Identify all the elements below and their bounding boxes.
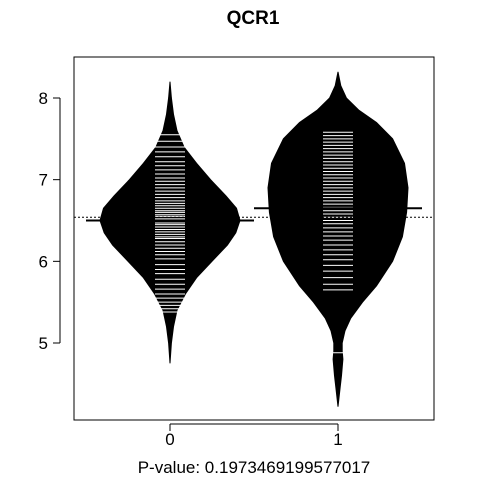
plot-area bbox=[73, 56, 435, 421]
y-axis: 5 6 7 8 bbox=[39, 89, 61, 353]
y-tick-label: 7 bbox=[39, 171, 48, 190]
y-tick-label: 6 bbox=[39, 252, 48, 271]
x-tick-label: 0 bbox=[165, 430, 174, 449]
x-axis-label: P-value: 0.1973469199577017 bbox=[138, 458, 371, 477]
chart-title: QCR1 bbox=[227, 8, 280, 29]
bean-density-1 bbox=[267, 71, 409, 407]
y-tick-label: 5 bbox=[39, 334, 48, 353]
y-tick-label: 8 bbox=[39, 89, 48, 108]
x-tick-label: 1 bbox=[333, 430, 342, 449]
bean-layer bbox=[86, 71, 422, 407]
